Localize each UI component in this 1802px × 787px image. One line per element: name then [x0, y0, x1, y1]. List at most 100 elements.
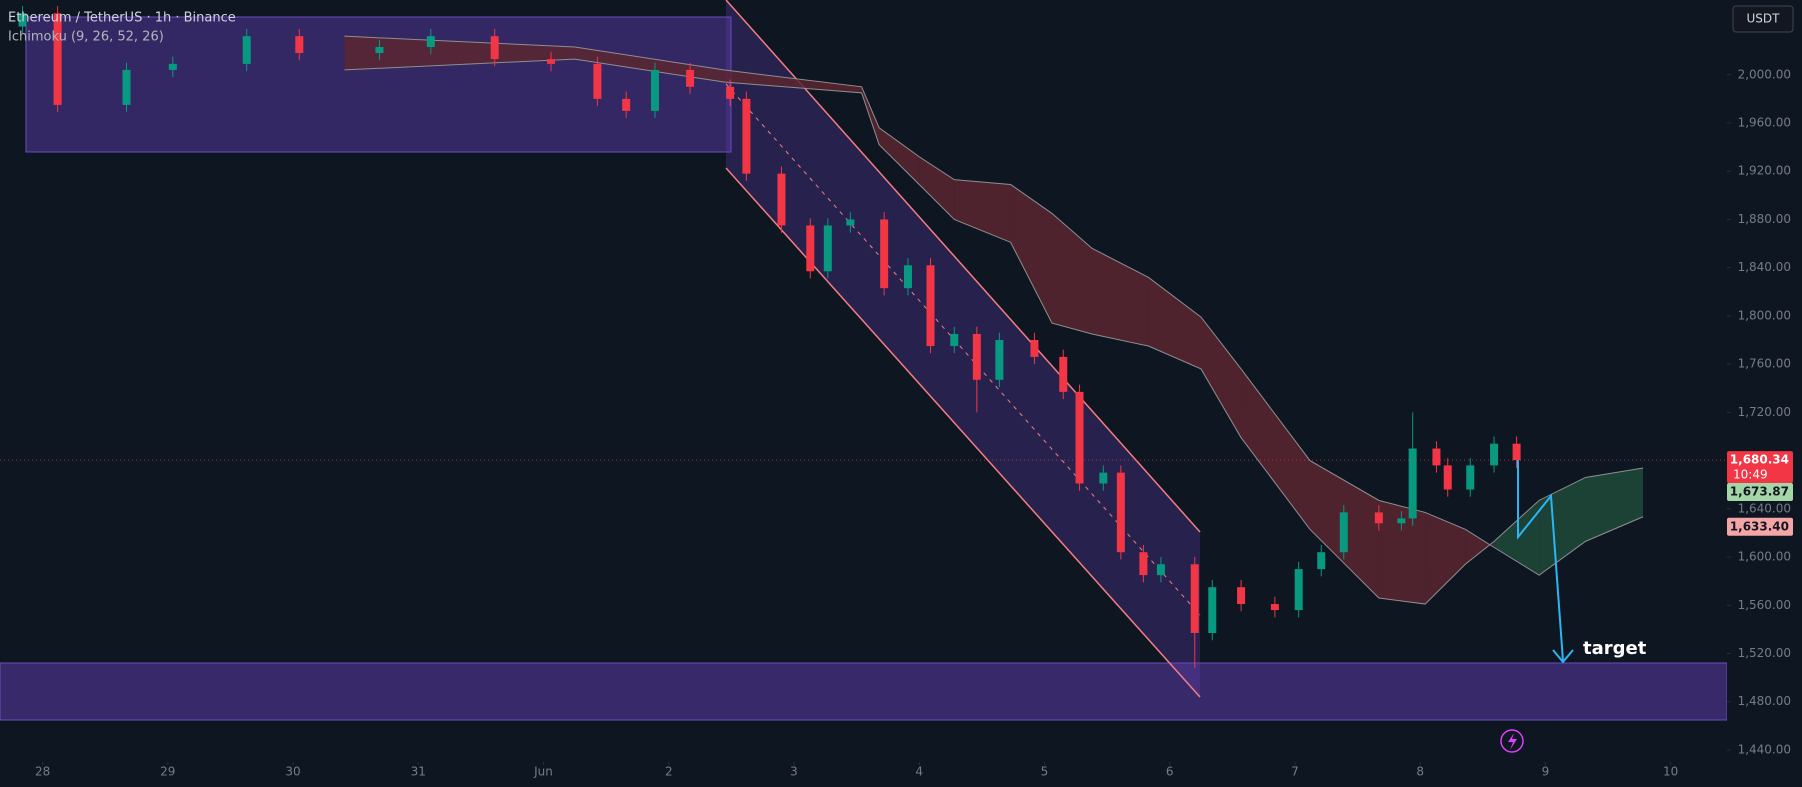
y-tick-label: 1,960.00 [1738, 115, 1791, 129]
x-tick-label: 5 [1041, 765, 1049, 779]
candle-body [1317, 552, 1326, 570]
candle-body [742, 98, 751, 174]
candle-body [1432, 448, 1441, 466]
x-tick-label: 9 [1542, 765, 1550, 779]
currency-button[interactable] [1732, 5, 1794, 33]
candle-body [950, 333, 959, 347]
arrow-head [1552, 649, 1574, 664]
x-tick-label: 4 [915, 765, 923, 779]
candle-body [686, 69, 695, 87]
price-badge [1727, 482, 1793, 501]
x-tick-label: 31 [411, 765, 426, 779]
alert-bolt [1508, 733, 1517, 750]
y-tick-label: 1,520.00 [1738, 646, 1791, 660]
axes: 2,000.00 1,960.00 1,920.00 1,880.00 1,840.00… [0, 67, 1793, 779]
candle-body [1116, 472, 1125, 553]
x-tick-label: 3 [790, 765, 798, 779]
cloud-span-a [344, 58, 1644, 605]
candle-body [1075, 391, 1084, 484]
x-tick-label: 30 [285, 765, 300, 779]
price-badge [1727, 451, 1793, 484]
candle-body [1270, 604, 1279, 611]
y-tick-label: 1,640.00 [1738, 501, 1791, 515]
channel-mid [725, 83, 1201, 616]
candle-body [777, 173, 786, 226]
price-axis [1727, 0, 1802, 787]
x-tick-label: 7 [1291, 765, 1299, 779]
candle-body [18, 13, 27, 27]
candle-body [650, 69, 659, 111]
candle-body [806, 225, 815, 272]
candle-body [1408, 448, 1417, 519]
x-tick-label: 8 [1416, 765, 1424, 779]
candle-body [995, 340, 1004, 380]
candle-body [53, 13, 62, 105]
y-tick-label: 2,000.00 [1738, 67, 1791, 81]
y-tick-label: 1,920.00 [1738, 164, 1791, 178]
candle-body [846, 219, 855, 226]
cloud-fill [1465, 529, 1495, 565]
candle-body [295, 36, 304, 54]
candle-body [1294, 569, 1303, 611]
candle-body [1059, 356, 1068, 392]
cloud-fill [1241, 368, 1310, 530]
channel-fill [726, 0, 1200, 697]
candle-body [1099, 472, 1108, 484]
candle-body [1208, 587, 1217, 633]
currency-label[interactable]: USDT [1747, 12, 1781, 26]
y-tick-label: 1,600.00 [1738, 550, 1791, 564]
cloud-fill [1148, 277, 1202, 369]
candle-body [1443, 465, 1452, 490]
y-tick-label: 1,880.00 [1738, 212, 1791, 226]
target-arrow: target [1517, 460, 1647, 664]
annotation: target [1583, 638, 1647, 659]
candle-body [426, 36, 435, 48]
price-badge-label: 1,673.87 [1730, 484, 1789, 498]
candle-body [972, 333, 981, 380]
candles [18, 6, 1521, 668]
candle-body [726, 86, 735, 99]
cloud-fill [1494, 500, 1540, 576]
y-tick-label: 1,560.00 [1738, 598, 1791, 612]
cloud-fill [879, 127, 920, 185]
candle-body [375, 47, 384, 54]
x-tick-label: Jun [533, 765, 553, 779]
candle-body [903, 265, 912, 289]
alert-icon[interactable] [1500, 729, 1524, 753]
x-tick-label: 6 [1166, 765, 1174, 779]
candle-body [593, 63, 602, 99]
cloud-fill [919, 156, 955, 220]
candle-body [1466, 465, 1475, 490]
candle-body [1512, 443, 1521, 461]
x-tick-label: 28 [35, 765, 50, 779]
candle-body [1397, 518, 1406, 524]
y-tick-label: 1,800.00 [1738, 308, 1791, 322]
y-tick-label: 1,440.00 [1738, 742, 1791, 756]
cloud-fill [1092, 248, 1149, 347]
candle-body [122, 69, 131, 105]
candle-body [1030, 340, 1039, 357]
price-badge-label: 1,633.40 [1730, 519, 1789, 533]
candle-body [823, 225, 832, 272]
candle-body [242, 36, 251, 64]
cloud-fill [1425, 512, 1466, 605]
cloud-fill [1585, 467, 1644, 542]
candle-body [490, 36, 499, 60]
price-badge-label: 1,680.34 [1730, 453, 1789, 467]
symbol-title: Ethereum / TetherUS · 1h · Binance [8, 11, 236, 26]
cloud-fill [1051, 213, 1093, 334]
cloud-span-b [344, 35, 1644, 576]
candle-body [1237, 587, 1246, 605]
countdown: 10:49 [1733, 468, 1768, 482]
price-badge [1727, 517, 1793, 536]
candle-body [547, 59, 556, 64]
cloud [344, 35, 1644, 605]
channel-lower [725, 167, 1201, 698]
cloud-fill [1378, 500, 1426, 605]
candle-body [1339, 512, 1348, 553]
y-tick-label: 1,720.00 [1738, 405, 1791, 419]
y-tick-label: 1,760.00 [1738, 357, 1791, 371]
